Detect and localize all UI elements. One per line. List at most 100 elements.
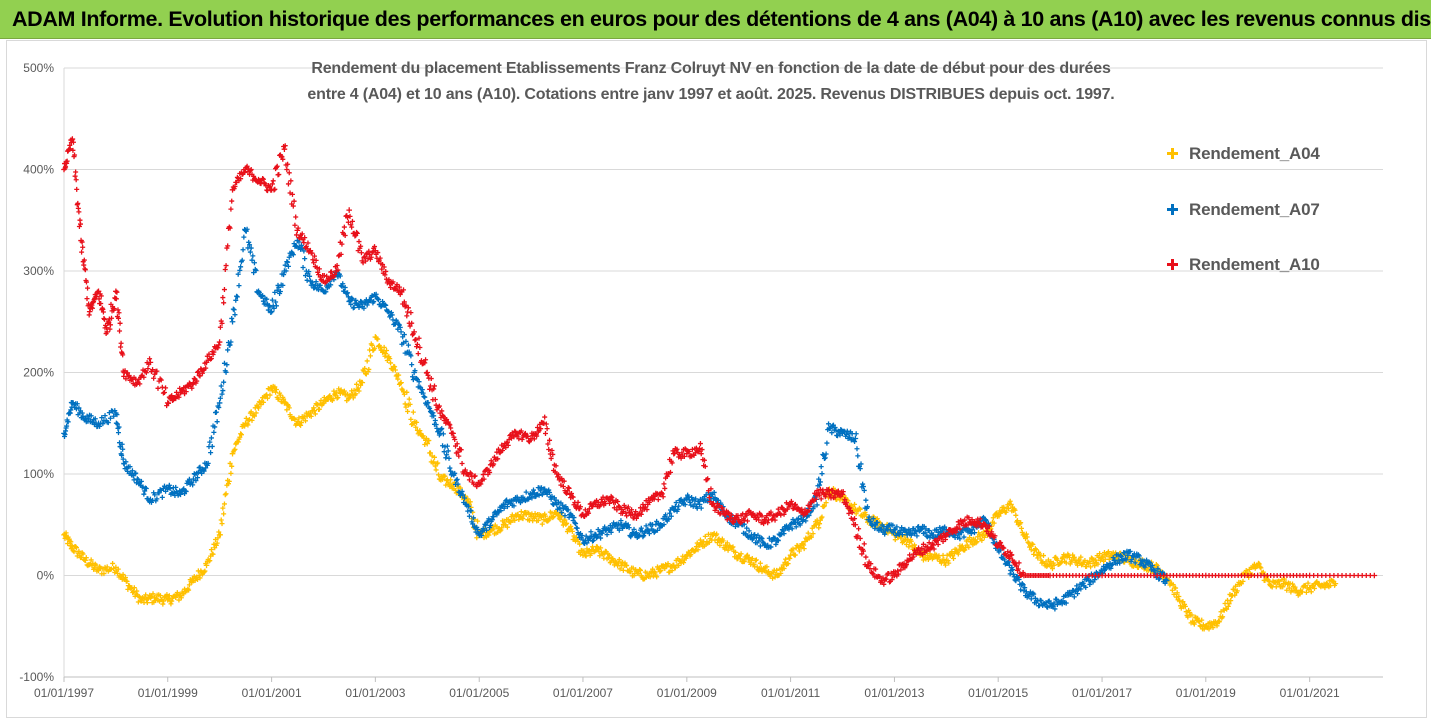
data-point-interp <box>417 428 423 434</box>
data-point-interp <box>637 567 643 573</box>
data-point-interp <box>137 381 143 387</box>
data-point-interp <box>1305 580 1311 586</box>
data-point-interp <box>737 556 743 562</box>
data-point-interp <box>223 263 229 269</box>
data-point-interp <box>756 517 762 523</box>
chart-title: Rendement du placement Etablissements Fr… <box>286 56 1136 108</box>
data-point-interp <box>1020 569 1026 575</box>
data-point-interp <box>1174 590 1180 596</box>
data-point-interp <box>345 391 351 397</box>
data-point-interp <box>133 470 139 476</box>
data-point-interp <box>1005 560 1011 566</box>
data-point-interp <box>122 575 128 581</box>
data-point-interp <box>161 390 167 395</box>
data-point-interp <box>1152 568 1158 574</box>
data-point-interp <box>221 379 227 385</box>
data-point-interp <box>281 396 287 402</box>
data-point-interp <box>270 178 276 184</box>
data-point-interp <box>150 367 156 373</box>
data-point-interp <box>1038 598 1044 604</box>
data-point-interp <box>292 416 298 422</box>
data-point-interp <box>698 505 704 511</box>
data-point-interp <box>148 594 154 600</box>
data-point-interp <box>70 139 76 145</box>
data-point-interp <box>1080 580 1086 586</box>
data-point-interp <box>1243 568 1249 574</box>
data-point-interp <box>1051 600 1057 606</box>
data-point-interp <box>808 534 814 540</box>
data-point-interp <box>773 541 779 547</box>
data-point-interp <box>229 463 235 469</box>
data-point-interp <box>458 447 464 453</box>
data-point-interp <box>296 415 302 421</box>
x-tick-label: 01/01/2011 <box>761 686 820 700</box>
data-point-interp <box>695 449 701 455</box>
data-point-interp <box>369 250 375 256</box>
data-point <box>852 521 859 528</box>
data-point-interp <box>583 553 589 559</box>
data-point-interp <box>285 263 291 269</box>
data-point-interp <box>538 426 544 432</box>
data-point-interp <box>326 393 332 399</box>
data-point-interp <box>512 428 518 434</box>
data-point-interp <box>223 491 229 497</box>
data-point-interp <box>693 496 699 502</box>
data-point-interp <box>166 593 172 599</box>
data-point-interp <box>99 415 105 421</box>
data-point <box>450 430 456 437</box>
data-point-interp <box>427 450 433 456</box>
data-point-interp <box>629 507 635 513</box>
data-point-interp <box>220 505 226 511</box>
data-point-interp <box>247 242 253 248</box>
data-point-interp <box>555 499 561 505</box>
data-point-interp <box>486 532 492 538</box>
data-point-interp <box>317 282 323 288</box>
data-point-interp <box>273 299 279 305</box>
data-point-interp <box>868 519 874 525</box>
data-point-interp <box>438 427 444 433</box>
data-point-interp <box>260 176 266 182</box>
data-point-interp <box>235 439 241 445</box>
data-point-interp <box>380 299 386 305</box>
data-point-interp <box>1129 557 1135 563</box>
data-point-interp <box>349 296 355 302</box>
data-point-interp <box>120 352 126 358</box>
data-point-interp <box>706 494 712 500</box>
data-point-interp <box>120 456 126 462</box>
data-point-interp <box>97 423 103 429</box>
data-point-interp <box>498 508 504 514</box>
data-point-interp <box>749 556 755 562</box>
data-point-interp <box>633 515 639 521</box>
data-point-interp <box>1173 585 1179 591</box>
data-point-interp <box>1063 560 1069 566</box>
data-point-interp <box>824 440 830 446</box>
data-point-interp <box>543 421 549 427</box>
data-point-interp <box>342 284 348 290</box>
data-point-interp <box>335 267 341 273</box>
data-point-interp <box>545 441 551 447</box>
data-point-interp <box>95 566 101 572</box>
data-point-interp <box>1014 518 1020 524</box>
data-point-interp <box>741 559 747 565</box>
data-point-interp <box>237 267 243 273</box>
x-tick-label: 01/01/2017 <box>1072 686 1132 700</box>
data-point-interp <box>699 447 705 453</box>
data-point-interp <box>957 526 963 532</box>
data-point-interp <box>311 260 317 266</box>
data-point-interp <box>1191 621 1197 627</box>
data-point-interp <box>589 533 595 539</box>
data-point-interp <box>609 525 615 531</box>
data-point-interp <box>378 304 384 310</box>
data-point-interp <box>833 427 839 433</box>
data-point-interp <box>959 544 965 550</box>
data-point-interp <box>349 224 355 230</box>
data-point-interp <box>569 526 575 532</box>
data-point-interp <box>372 345 378 351</box>
data-point-interp <box>945 532 951 538</box>
data-point-interp <box>327 275 333 281</box>
data-point-interp <box>444 443 450 449</box>
data-point-interp <box>1046 598 1052 604</box>
data-point-interp <box>96 296 102 302</box>
data-point-interp <box>232 312 238 318</box>
data-point-interp <box>1100 570 1106 576</box>
